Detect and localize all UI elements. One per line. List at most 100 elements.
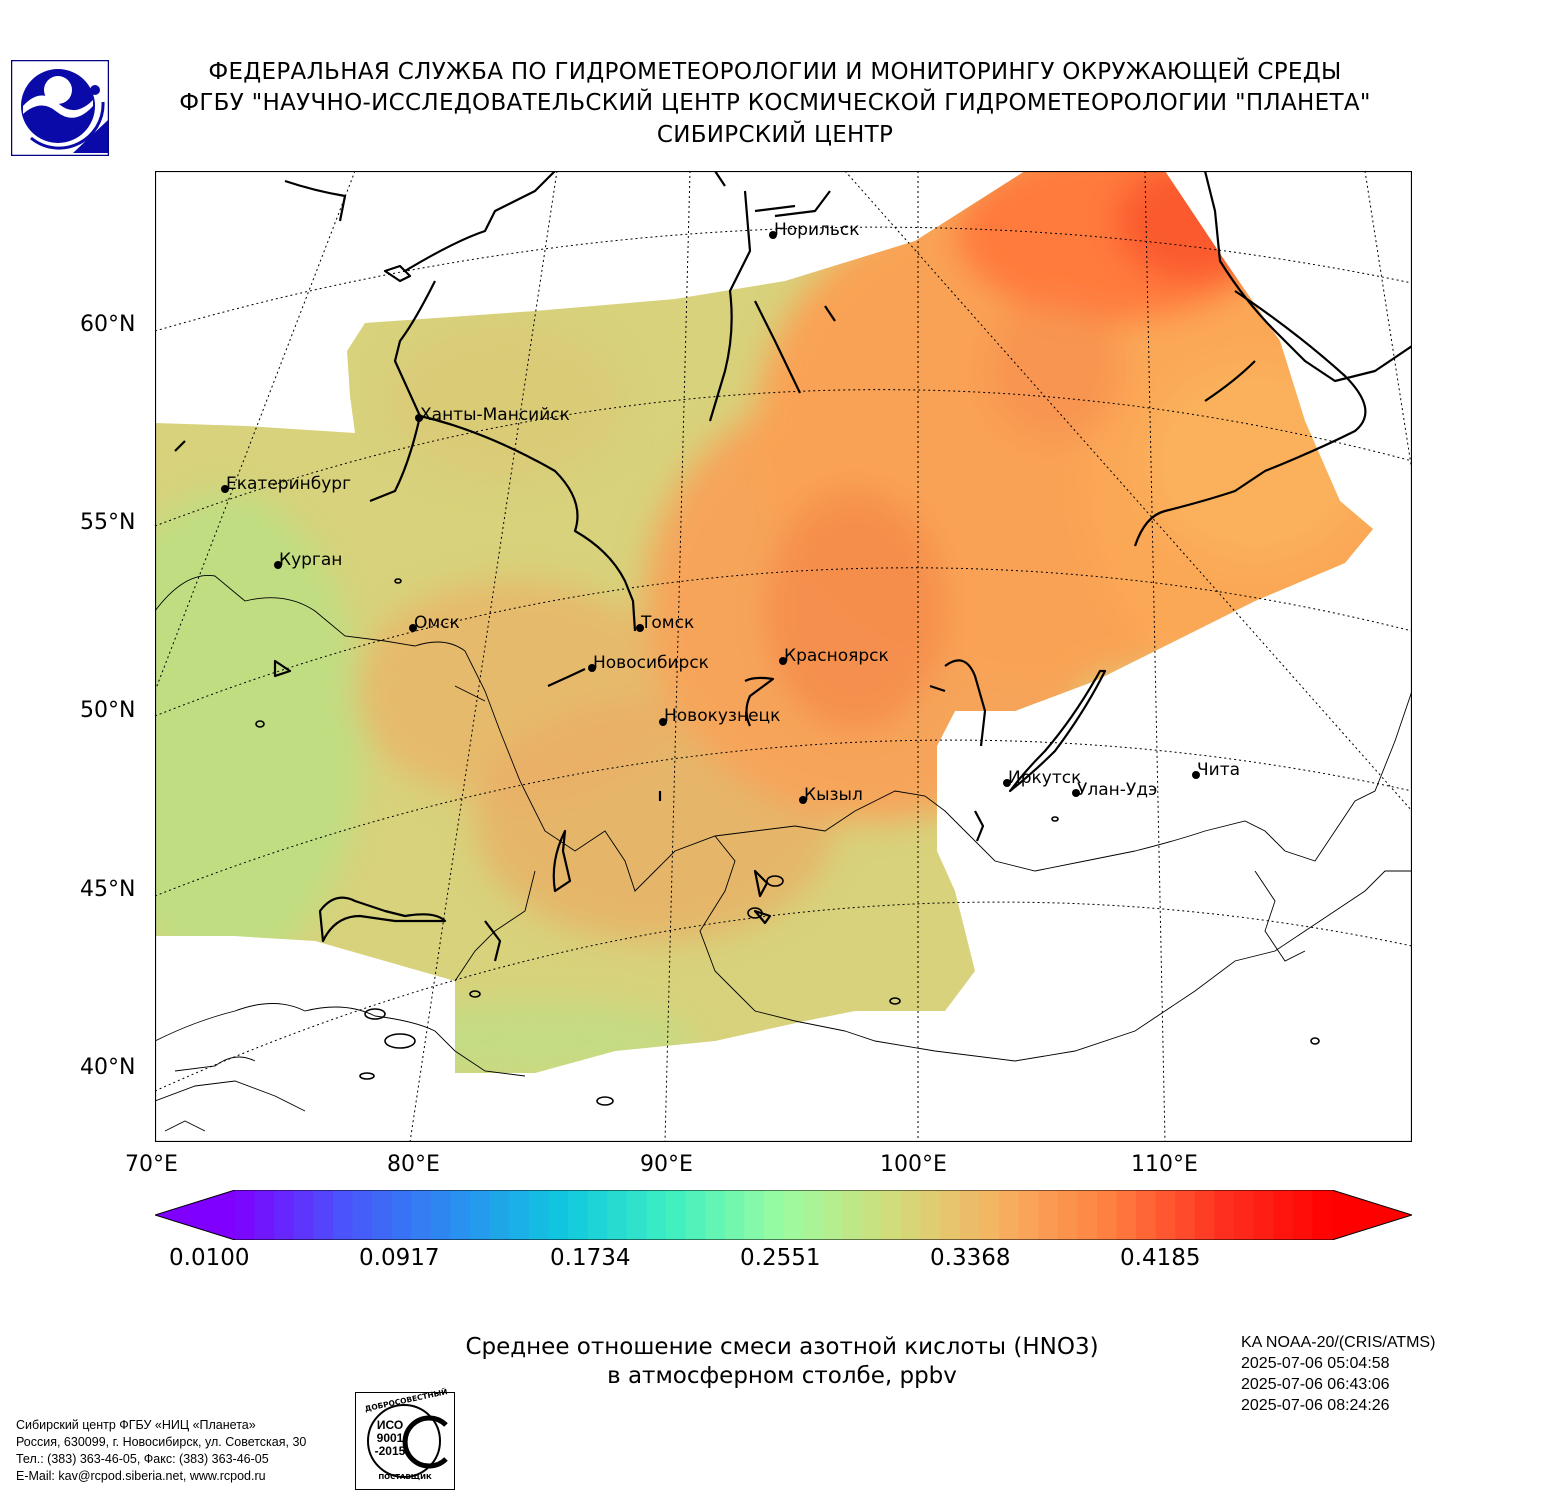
iso-badge-bottom: ПОСТАВЩИК [378,1473,432,1481]
lat-label-50: 50°N [80,698,136,723]
colorbar-segment [313,1190,334,1240]
colorbar-segment [372,1190,393,1240]
header-line-3: СИБИРСКИЙ ЦЕНТР [656,122,894,148]
colorbar-segment [352,1190,373,1240]
colorbar-segment [1273,1190,1294,1240]
city-label-kyzyl: Кызыл [804,785,863,805]
city-label-kurgan: Курган [279,550,343,570]
city-label-tomsk: Томск [641,613,695,633]
colorbar-segment [998,1190,1020,1240]
lon-label-90: 90°E [640,1152,693,1177]
colorbar-segment [1253,1190,1274,1240]
colorbar-segment [391,1190,412,1240]
colorbar-segment [509,1190,530,1240]
lon-label-110: 110°E [1131,1152,1198,1177]
colorbar-segment [1214,1190,1235,1240]
lat-label-60: 60°N [80,312,136,337]
colorbar-segment [705,1190,726,1240]
colorbar-segment [470,1190,491,1240]
colorbar-segment [568,1190,589,1240]
colorbar-segment [235,1190,256,1240]
colorbar-segment [646,1190,667,1240]
chart-title-line-1: Среднее отношение смеси азотной кислоты … [465,1334,1099,1360]
city-label-chita: Чита [1197,760,1241,780]
colorbar-segment [1038,1190,1059,1240]
colorbar-segment [842,1190,863,1240]
city-label-novosibirsk: Новосибирск [593,653,709,673]
colorbar-segment [450,1190,471,1240]
footer-phone: Тел.: (383) 363-46-05, Факс: (383) 363-4… [16,1452,269,1466]
colorbar-label-1: 0.0100 [169,1245,250,1271]
colorbar-segment [430,1190,452,1240]
iso-badge-l3: -2015 [374,1444,406,1458]
colorbar-segment [763,1190,785,1240]
colorbar-segment [1077,1190,1098,1240]
colorbar-label-6: 0.4185 [1120,1245,1201,1271]
colorbar-segment [1057,1190,1078,1240]
footer-email: E-Mail: kav@rcpod.siberia.net, www.rcpod… [16,1469,266,1483]
colorbar-segment [979,1190,1000,1240]
colorbar-label-3: 0.1734 [550,1245,631,1271]
colorbar-segment [1312,1190,1333,1240]
map-panel: Норильск Ханты-Мансийск Екатеринбург Кур… [154,170,1413,1143]
pass-time-3: 2025-07-06 08:24:26 [1241,1397,1390,1414]
pass-time-1: 2025-07-06 05:04:58 [1241,1355,1390,1372]
colorbar-arrow-high [1332,1190,1412,1240]
colorbar-segment [1018,1190,1039,1240]
header-line-1: ФЕДЕРАЛЬНАЯ СЛУЖБА ПО ГИДРОМЕТЕОРОЛОГИИ … [208,59,1342,85]
iso-certification-badge: ДОБРОСОВЕСТНЫЙ ИСО 9001 -2015 ПОСТАВЩИК [355,1387,455,1490]
colorbar-segment [724,1190,745,1240]
colorbar-segment [959,1190,980,1240]
colorbar-label-2: 0.0917 [359,1245,440,1271]
header-line-2: ФГБУ "НАУЧНО-ИССЛЕДОВАТЕЛЬСКИЙ ЦЕНТР КОС… [179,90,1371,116]
colorbar-segment [548,1190,569,1240]
colorbar-segment [626,1190,647,1240]
footer-address: Россия, 630099, г. Новосибирск, ул. Сове… [16,1435,307,1449]
colorbar-segment [822,1190,843,1240]
satellite-name: KA NOAA-20/(CRIS/ATMS) [1241,1334,1436,1351]
city-label-norilsk: Норильск [774,220,860,240]
city-label-krasnoyarsk: Красноярск [784,646,889,666]
colorbar-segment [411,1190,432,1240]
colorbar-segment [881,1190,902,1240]
colorbar-segment [1175,1190,1196,1240]
colorbar-segment [920,1190,941,1240]
colorbar-segment [1116,1190,1137,1240]
colorbar-segment [587,1190,608,1240]
city-label-novokuznetsk: Новокузнецк [664,706,781,726]
colorbar-segment [940,1190,961,1240]
colorbar-segment [1292,1190,1314,1240]
city-label-yekaterinburg: Екатеринбург [226,474,352,494]
colorbar-arrow-low [155,1190,235,1240]
chart-title-line-2: в атмосферном столбе, ppbv [607,1363,957,1389]
lat-label-40: 40°N [80,1055,136,1080]
map-canvas [154,170,1413,1143]
colorbar-segment [528,1190,550,1240]
colorbar-segment [744,1190,765,1240]
organization-logo [10,59,110,157]
colorbar-segment [332,1190,354,1240]
city-label-khanty-mansiysk: Ханты-Мансийск [420,405,570,425]
iso-badge-l1: ИСО [376,1418,404,1432]
lon-label-100: 100°E [880,1152,947,1177]
city-label-ulan-ude: Улан-Удэ [1077,780,1158,800]
city-label-irkutsk: Иркутск [1008,768,1082,788]
colorbar-segment [274,1190,295,1240]
colorbar-segment [1234,1190,1255,1240]
colorbar-segment [489,1190,510,1240]
iso-badge-l2: 9001 [376,1431,404,1445]
colorbar-segment [1096,1190,1118,1240]
colorbar-segment [1155,1190,1176,1240]
lon-label-80: 80°E [387,1152,440,1177]
colorbar-segment [901,1190,922,1240]
colorbar-segment [685,1190,706,1240]
colorbar-segment [293,1190,314,1240]
colorbar-segment [254,1190,275,1240]
colorbar-segment [783,1190,804,1240]
colorbar-segment [1136,1190,1157,1240]
colorbar-segment [1194,1190,1216,1240]
city-label-omsk: Омск [414,613,460,633]
colorbar-segment [803,1190,824,1240]
lat-label-45: 45°N [80,877,136,902]
colorbar-segment [607,1190,628,1240]
